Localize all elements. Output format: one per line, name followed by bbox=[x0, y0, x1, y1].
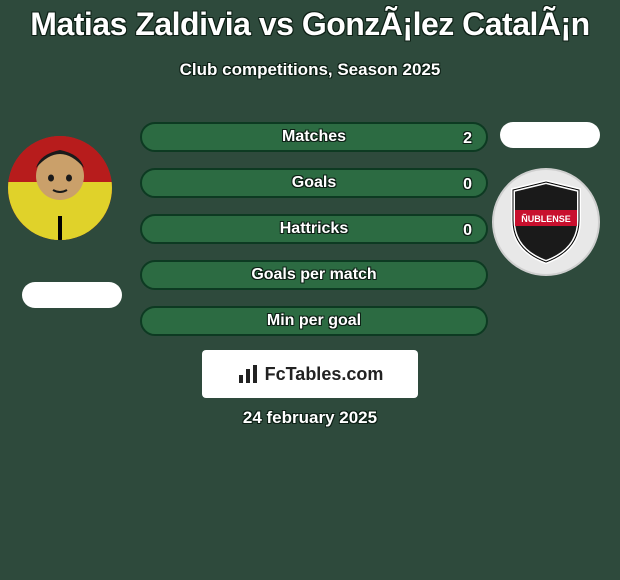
stat-label: Hattricks bbox=[142, 220, 486, 238]
player-left-avatar bbox=[8, 136, 112, 240]
blank-oval-left bbox=[22, 282, 122, 308]
stat-label: Matches bbox=[142, 128, 486, 146]
comparison-infographic: Matias Zaldivia vs GonzÃ¡lez CatalÃ¡n Cl… bbox=[0, 0, 620, 580]
brand-box: FcTables.com bbox=[202, 350, 418, 398]
stat-bar-goals-per-match: Goals per match bbox=[140, 260, 488, 290]
team-shield-icon: ÑUBLENSE bbox=[509, 180, 583, 264]
date-label: 24 february 2025 bbox=[0, 408, 620, 428]
stat-value-right: 0 bbox=[463, 170, 472, 200]
bar-chart-icon bbox=[237, 363, 259, 385]
stat-bars: Matches 2 Goals 0 Hattricks 0 Goals per … bbox=[140, 122, 488, 352]
stat-value-right: 2 bbox=[463, 124, 472, 154]
page-subtitle: Club competitions, Season 2025 bbox=[0, 60, 620, 80]
player-photo-icon bbox=[8, 136, 112, 240]
stat-bar-matches: Matches 2 bbox=[140, 122, 488, 152]
blank-oval-right bbox=[500, 122, 600, 148]
brand-label: FcTables.com bbox=[265, 364, 384, 385]
stat-bar-goals: Goals 0 bbox=[140, 168, 488, 198]
stat-value-right: 0 bbox=[463, 216, 472, 246]
player-right-avatar: ÑUBLENSE bbox=[492, 168, 600, 276]
stat-label: Min per goal bbox=[142, 312, 486, 330]
stat-label: Goals per match bbox=[142, 266, 486, 284]
stat-label: Goals bbox=[142, 174, 486, 192]
stat-bar-hattricks: Hattricks 0 bbox=[140, 214, 488, 244]
team-shield-label: ÑUBLENSE bbox=[521, 214, 571, 224]
stat-bar-min-per-goal: Min per goal bbox=[140, 306, 488, 336]
page-title: Matias Zaldivia vs GonzÃ¡lez CatalÃ¡n bbox=[0, 6, 620, 43]
